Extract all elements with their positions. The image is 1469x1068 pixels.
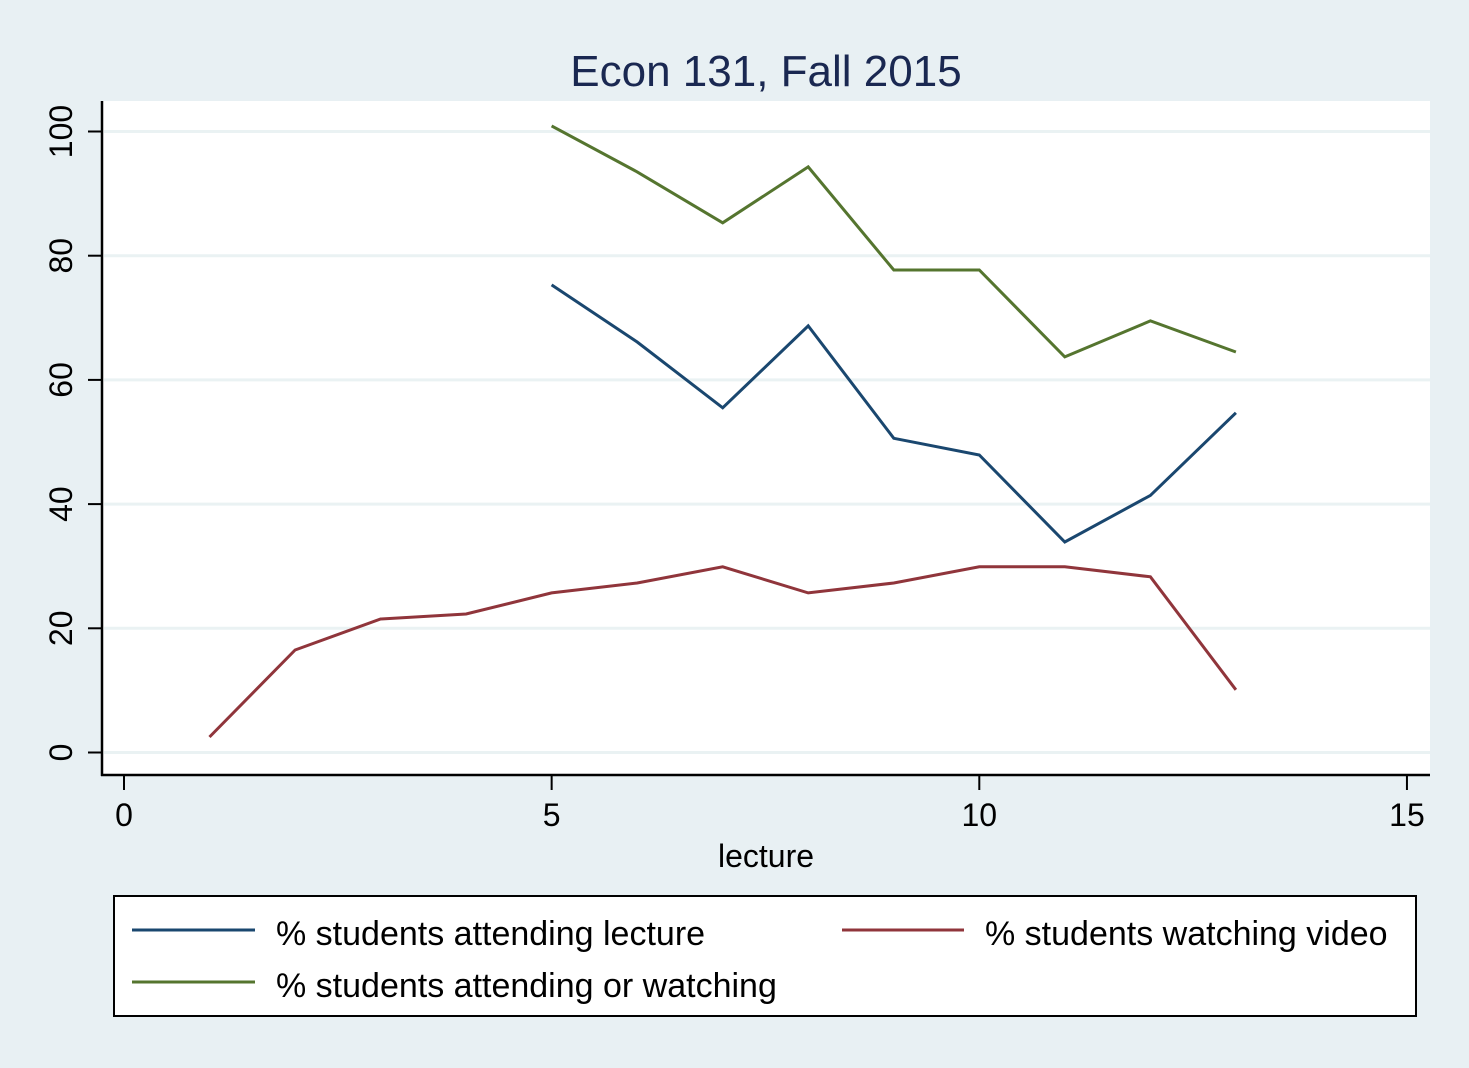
x-tick-label: 0 <box>115 797 133 833</box>
series-attending-or-watching <box>550 124 1237 359</box>
y-tick-label: 20 <box>43 611 79 647</box>
legend-label-attending-lecture: % students attending lecture <box>276 915 705 953</box>
legend-label-attending-or-watching: % students attending or watching <box>276 967 777 1005</box>
y-tick-label: 100 <box>43 105 79 158</box>
y-tick-label: 80 <box>43 238 79 274</box>
y-tick-label: 40 <box>43 486 79 522</box>
x-tick-label: 10 <box>962 797 998 833</box>
series-lines <box>208 124 1238 739</box>
gridlines <box>104 130 1430 754</box>
legend: % students attending lecture % students … <box>113 895 1417 1017</box>
chart-title: Econ 131, Fall 2015 <box>570 47 961 96</box>
legend-label-watching-video: % students watching video <box>985 915 1388 953</box>
x-tick-label: 15 <box>1389 797 1425 833</box>
series-watching-video <box>208 565 1238 739</box>
y-axis-ticks: 0 20 40 60 80 100 <box>43 105 102 762</box>
series-attending-lecture <box>550 283 1237 544</box>
x-axis-ticks: 0 5 10 15 <box>115 776 1425 833</box>
plot-area <box>102 101 1430 775</box>
x-tick-label: 5 <box>543 797 561 833</box>
legend-box <box>113 895 1417 1017</box>
y-tick-label: 0 <box>43 744 79 762</box>
x-axis-title: lecture <box>718 838 814 874</box>
y-tick-label: 60 <box>43 362 79 398</box>
